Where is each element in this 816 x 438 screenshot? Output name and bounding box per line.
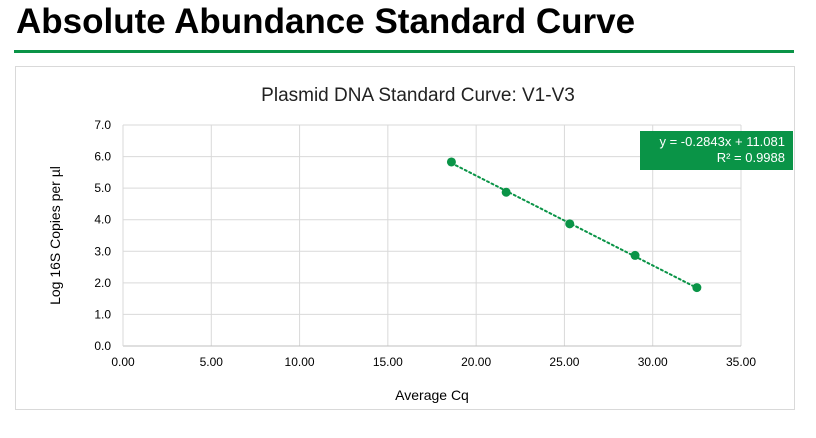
x-tick-label: 5.00 [200, 355, 224, 369]
data-point [446, 157, 456, 167]
title-underline [14, 50, 794, 53]
trendline-r-squared: R² = 0.9988 [716, 150, 785, 165]
x-tick-label: 30.00 [638, 355, 668, 369]
y-tick-label: 0.0 [94, 339, 111, 353]
x-tick-label: 10.00 [285, 355, 315, 369]
y-tick-label: 2.0 [94, 276, 111, 290]
trendline-equation-box: y = -0.2843x + 11.081 R² = 0.9988 [640, 131, 793, 170]
data-point [565, 219, 575, 229]
y-tick-label: 7.0 [94, 118, 111, 132]
y-tick-label: 6.0 [94, 150, 111, 164]
trendline-equation: y = -0.2843x + 11.081 [659, 134, 785, 149]
trendline [450, 162, 698, 289]
x-axis-label: Average Cq [395, 387, 469, 403]
x-tick-label: 0.00 [111, 355, 135, 369]
page-title: Absolute Abundance Standard Curve [16, 2, 636, 41]
x-tick-label: 35.00 [726, 355, 756, 369]
data-point [501, 187, 511, 197]
data-point [630, 250, 640, 260]
x-tick-label: 25.00 [549, 355, 579, 369]
y-tick-label: 3.0 [94, 244, 111, 258]
x-tick-label: 20.00 [461, 355, 491, 369]
chart-frame [15, 66, 795, 410]
y-tick-label: 4.0 [94, 213, 111, 227]
data-point [692, 283, 702, 293]
y-axis-label: Log 16S Copies per µl [47, 166, 63, 305]
chart-title: Plasmid DNA Standard Curve: V1-V3 [261, 85, 575, 106]
y-tick-label: 5.0 [94, 181, 111, 195]
y-tick-label: 1.0 [94, 307, 111, 321]
x-tick-label: 15.00 [373, 355, 403, 369]
